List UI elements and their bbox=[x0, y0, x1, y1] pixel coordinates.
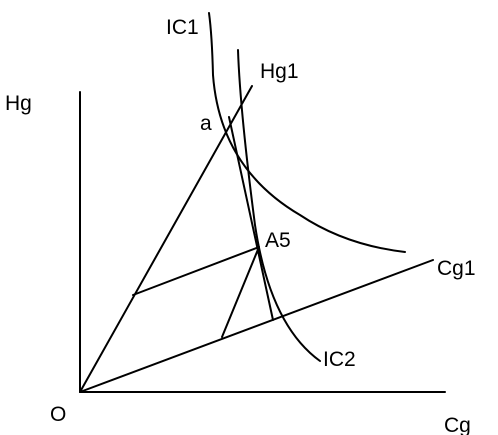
indifference-curve-ic1 bbox=[208, 12, 406, 253]
label-ic1: IC1 bbox=[166, 16, 199, 39]
label-point-a5: A5 bbox=[265, 229, 291, 252]
label-ic2: IC2 bbox=[323, 348, 356, 371]
chord-a-a5 bbox=[228, 116, 274, 321]
label-x-axis: Cg bbox=[444, 414, 471, 435]
label-cg1: Cg1 bbox=[437, 257, 476, 280]
ray-hg1 bbox=[79, 85, 253, 393]
indifference-curve-ic2 bbox=[237, 49, 321, 362]
line-a5-to-ray-hg bbox=[132, 246, 260, 296]
label-origin: O bbox=[50, 403, 66, 426]
ray-cg1 bbox=[79, 259, 434, 393]
line-a5-to-ray-cg bbox=[221, 246, 260, 338]
label-hg1: Hg1 bbox=[260, 60, 299, 83]
label-point-a: a bbox=[200, 112, 212, 135]
label-y-axis: Hg bbox=[5, 92, 32, 115]
